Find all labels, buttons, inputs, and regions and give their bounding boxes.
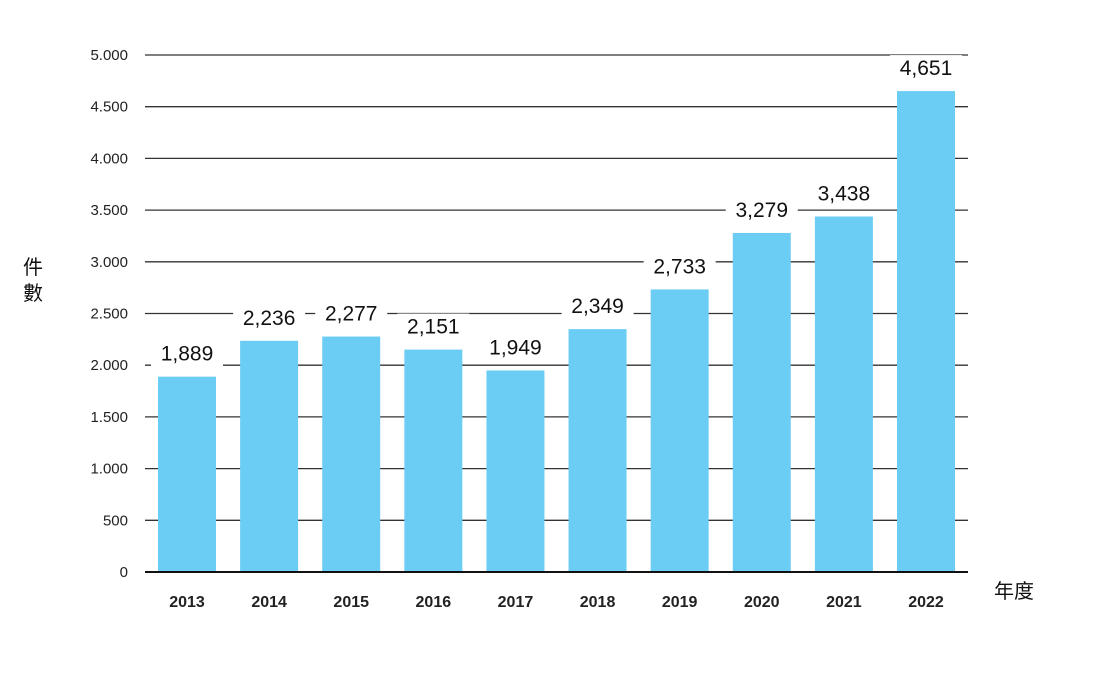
x-axis-ticks: 2013 2014 2015 2016 2017 2018 2019 2020 2021 2022 — [169, 594, 944, 611]
x-tick-label: 2020 — [744, 594, 780, 611]
data-label: 2,236 — [243, 307, 296, 330]
y-tick-label: 4.500 — [90, 99, 128, 116]
data-label: 3,438 — [818, 183, 871, 206]
y-tick-label: 1.500 — [90, 409, 128, 426]
bar — [404, 350, 462, 572]
x-tick-label: 2019 — [662, 594, 698, 611]
bar — [651, 289, 709, 572]
y-axis-label-char-2: 數 — [23, 281, 43, 305]
y-tick-label: 2.500 — [90, 306, 128, 323]
x-tick-label: 2015 — [333, 594, 369, 611]
y-tick-label: 3.000 — [90, 254, 128, 271]
x-tick-label: 2016 — [416, 594, 452, 611]
data-label: 2,733 — [653, 255, 706, 278]
y-tick-label: 500 — [103, 512, 128, 529]
x-tick-label: 2022 — [908, 594, 944, 611]
y-axis-ticks: 0 500 1.000 1.500 2.000 2.500 3.000 3.500 4.000 4… — [90, 47, 128, 581]
bar — [569, 329, 627, 572]
data-label: 3,279 — [735, 199, 788, 222]
bar — [486, 370, 544, 572]
x-tick-label: 2014 — [251, 594, 287, 611]
y-tick-label: 2.000 — [90, 357, 128, 374]
x-tick-label: 2013 — [169, 594, 205, 611]
x-axis-label: 年度 — [994, 579, 1034, 603]
x-tick-label: 2017 — [498, 594, 534, 611]
data-label: 2,349 — [571, 295, 624, 318]
x-tick-label: 2018 — [580, 594, 616, 611]
data-label: 2,277 — [325, 303, 378, 326]
y-tick-label: 4.000 — [90, 150, 128, 167]
x-tick-label: 2021 — [826, 594, 862, 611]
y-tick-label: 0 — [120, 564, 128, 581]
data-label: 4,651 — [900, 57, 953, 80]
y-tick-label: 3.500 — [90, 202, 128, 219]
y-axis-label-char-1: 件 — [23, 255, 43, 279]
data-label: 1,949 — [489, 336, 542, 359]
bar — [322, 337, 380, 572]
data-label: 1,889 — [161, 343, 214, 366]
y-tick-label: 1.000 — [90, 461, 128, 478]
bar — [815, 217, 873, 572]
y-tick-label: 5.000 — [90, 47, 128, 64]
data-label: 2,151 — [407, 316, 460, 339]
bars — [158, 91, 955, 572]
bar — [733, 233, 791, 572]
bar — [158, 377, 216, 572]
bar — [897, 91, 955, 572]
bar — [240, 341, 298, 572]
